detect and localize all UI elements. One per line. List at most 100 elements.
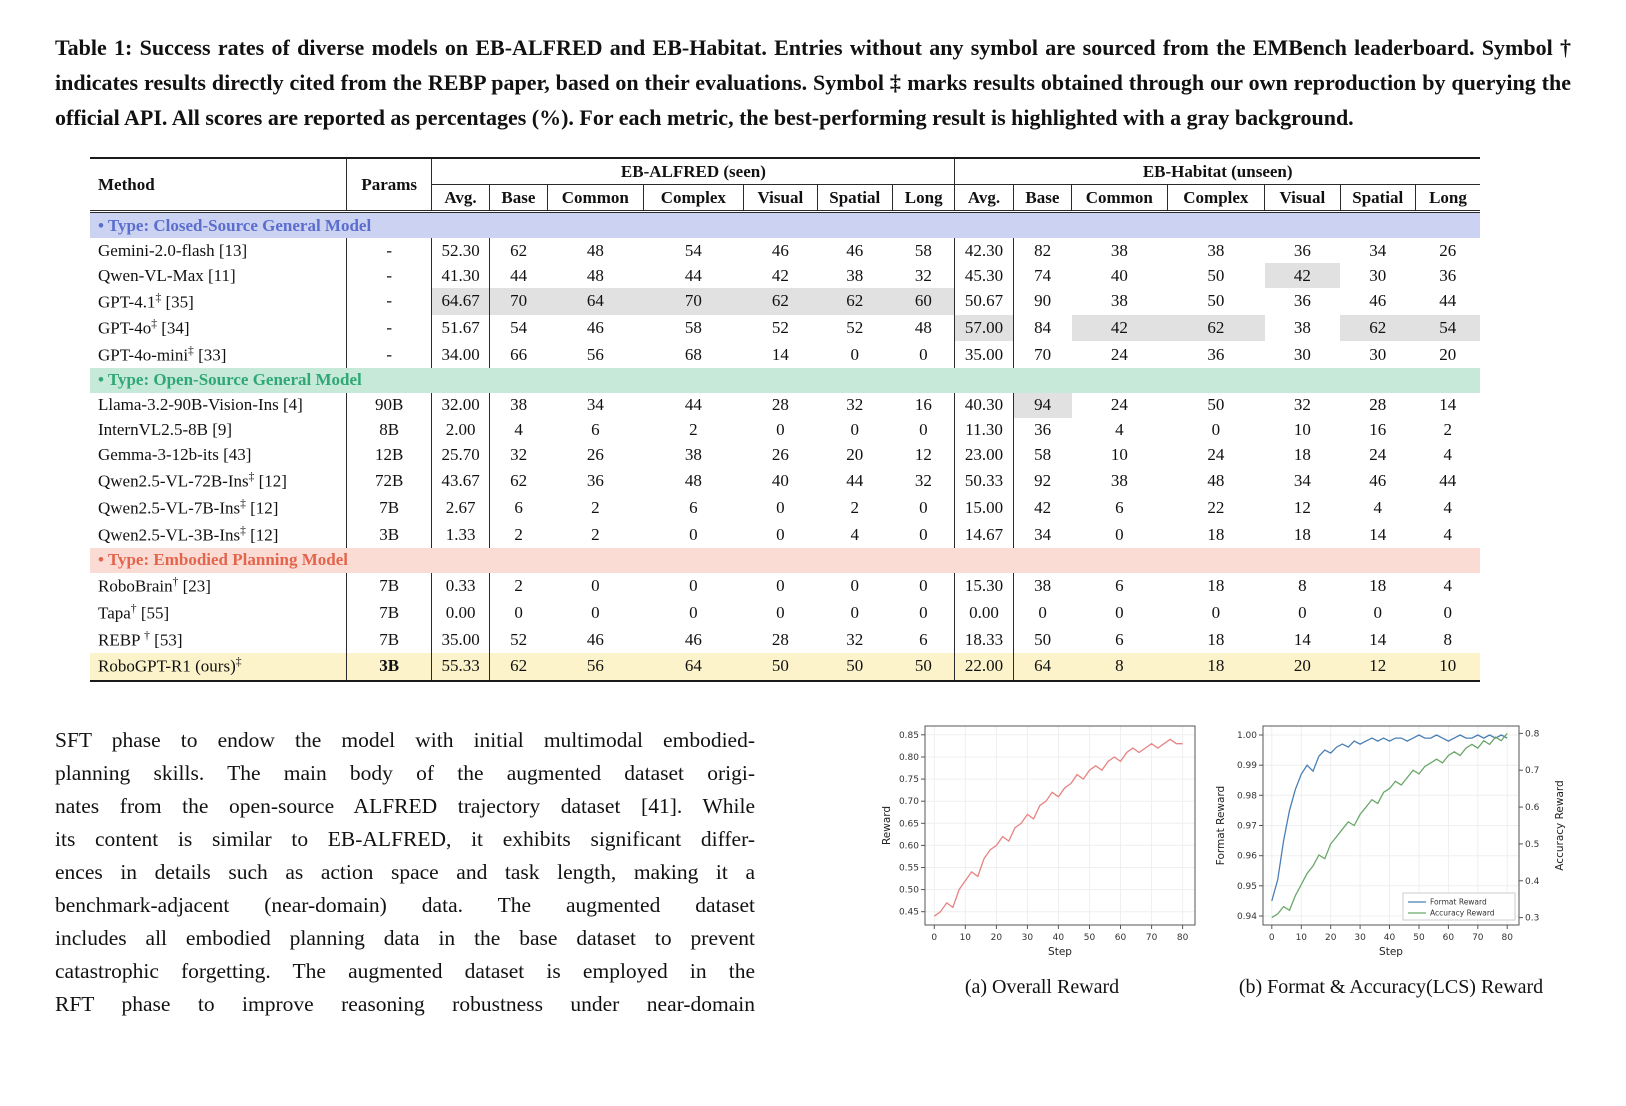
svg-text:0: 0	[931, 933, 937, 943]
value-cell: 66	[510, 344, 528, 364]
value-cell: 0	[850, 420, 860, 440]
value-cell: 4	[850, 524, 860, 544]
params-cell: 72B	[346, 467, 433, 495]
col-header: Visual	[743, 184, 818, 213]
value-cell: 54	[510, 317, 528, 337]
value-cell: 8	[1071, 652, 1168, 681]
svg-text:20: 20	[1325, 933, 1337, 943]
body-text-line: ences in details such as action space an…	[55, 859, 755, 884]
value-cell: 20	[1439, 344, 1457, 364]
value-cell: 58	[892, 238, 956, 263]
value-cell: 64	[1013, 652, 1072, 681]
value-cell: 41.30	[431, 263, 490, 288]
section-label: • Type: Open-Source General Model	[90, 367, 1480, 393]
value-cell: 62	[817, 288, 893, 315]
value-cell: 0	[1443, 602, 1452, 622]
value-cell: 23.00	[954, 442, 1014, 468]
value-cell: 0	[1211, 420, 1221, 440]
method-cell: GPT-4.1‡ [35]	[90, 288, 347, 315]
group-header: EB-Habitat (unseen)	[954, 158, 1480, 185]
value-cell: 62	[1167, 314, 1265, 342]
value-cell: 6	[689, 497, 698, 517]
value-cell: 44	[684, 395, 702, 415]
value-cell: 58	[1034, 445, 1052, 465]
svg-text:Step: Step	[1048, 946, 1072, 958]
value-cell: 14	[1369, 629, 1387, 649]
section-label: • Type: Closed-Source General Model	[90, 211, 1480, 238]
value-cell: 0	[776, 602, 785, 622]
svg-text:20: 20	[991, 933, 1003, 943]
value-cell: 42	[1034, 497, 1052, 517]
value-cell: 2.00	[431, 417, 490, 443]
value-cell: 38	[1110, 471, 1128, 491]
svg-text:10: 10	[1296, 933, 1308, 943]
value-cell: 38	[1110, 240, 1128, 260]
chart-overall-reward: 0.45 0.50 0.55 0.60 0.65 0.70 0.75 0.80 0.85 0 10 2…	[877, 716, 1207, 966]
value-cell: 1.33	[431, 521, 490, 548]
value-cell: 0.33	[431, 572, 490, 600]
value-cell: 6	[591, 420, 600, 440]
method-cell: RoboGPT-R1 (ours)‡	[90, 652, 347, 681]
value-cell: 0	[892, 417, 956, 443]
value-cell: 15.00	[954, 494, 1014, 522]
value-cell: 34	[1293, 471, 1311, 491]
table-row: Qwen-VL-Max [11] -41.30 44 48 44 42 38 32 45.30 7…	[90, 263, 1480, 288]
value-cell: 48	[892, 314, 956, 342]
value-cell: 62	[489, 652, 548, 681]
value-cell: 38	[510, 395, 528, 415]
value-cell: 0	[892, 521, 956, 548]
value-cell: 62	[743, 288, 818, 315]
value-cell: 38	[1207, 240, 1225, 260]
value-cell: 0	[591, 602, 600, 622]
value-cell: 0	[776, 576, 785, 596]
svg-text:Accuracy Reward: Accuracy Reward	[1430, 908, 1495, 917]
body-text-line: nates from the open-source ALFRED trajec…	[55, 793, 755, 818]
value-cell: 50	[1034, 629, 1052, 649]
value-cell: 34	[586, 395, 604, 415]
value-cell: 34	[1369, 240, 1387, 260]
value-cell: 52.30	[431, 238, 490, 263]
value-cell: 48	[586, 265, 604, 285]
value-cell: 40.30	[954, 392, 1014, 418]
value-cell: 34.00	[431, 341, 490, 368]
value-cell: 42.30	[954, 238, 1014, 263]
value-cell: 0	[514, 602, 523, 622]
line-chart: 0.94 0.95 0.96 0.97 0.98 0.99 1.00 0.3 0.4 0.5 0.6…	[1215, 725, 1566, 958]
svg-text:50: 50	[1084, 933, 1096, 943]
figure-a-caption: (a) Overall Reward	[964, 975, 1120, 998]
value-cell: 32	[1293, 395, 1311, 415]
table-row: Qwen2.5-VL-7B-Ins‡ [12] 7B 2.67 6 2 6 0 2 0 15.00…	[90, 494, 1480, 522]
method-cell: REBP † [53]	[90, 626, 347, 653]
params-cell: -	[346, 341, 433, 368]
value-cell: 0	[892, 341, 956, 368]
svg-text:Reward: Reward	[881, 806, 893, 845]
value-cell: 46	[1369, 471, 1387, 491]
value-cell: 90	[1034, 291, 1052, 311]
col-header: Long	[1415, 184, 1480, 213]
section-row: • Type: Closed-Source General Model	[90, 211, 1480, 238]
method-cell: Qwen2.5-VL-72B-Ins‡ [12]	[90, 467, 347, 495]
value-cell: 2	[850, 497, 860, 517]
params-cell: -	[346, 288, 433, 315]
value-cell: 62	[510, 240, 528, 260]
svg-text:0: 0	[1269, 933, 1275, 943]
value-cell: 62	[510, 471, 528, 491]
col-header: Spatial	[1340, 184, 1416, 213]
value-cell: 38	[1293, 317, 1311, 337]
value-cell: 2	[591, 497, 600, 517]
svg-text:0.8: 0.8	[1525, 729, 1540, 739]
section-row: • Type: Embodied Planning Model	[90, 547, 1480, 573]
value-cell: 44	[1439, 471, 1457, 491]
value-cell: 0	[892, 572, 956, 600]
method-cell: Llama-3.2-90B-Vision-Ins [4]	[90, 392, 347, 418]
col-header: Common	[547, 184, 644, 213]
svg-text:Format Reward: Format Reward	[1215, 785, 1227, 864]
table-row: InternVL2.5-8B [9] 8B 2.00 4 6 2 0 0 0 11.30 36 4 0 1…	[90, 417, 1480, 443]
body-text-line: includes all embodied planning data in t…	[55, 925, 755, 950]
value-cell: 4	[1443, 445, 1452, 465]
value-cell: 68	[684, 344, 702, 364]
value-cell: 48	[586, 240, 604, 260]
value-cell: 2	[591, 524, 600, 544]
value-cell: 10	[1293, 420, 1311, 440]
